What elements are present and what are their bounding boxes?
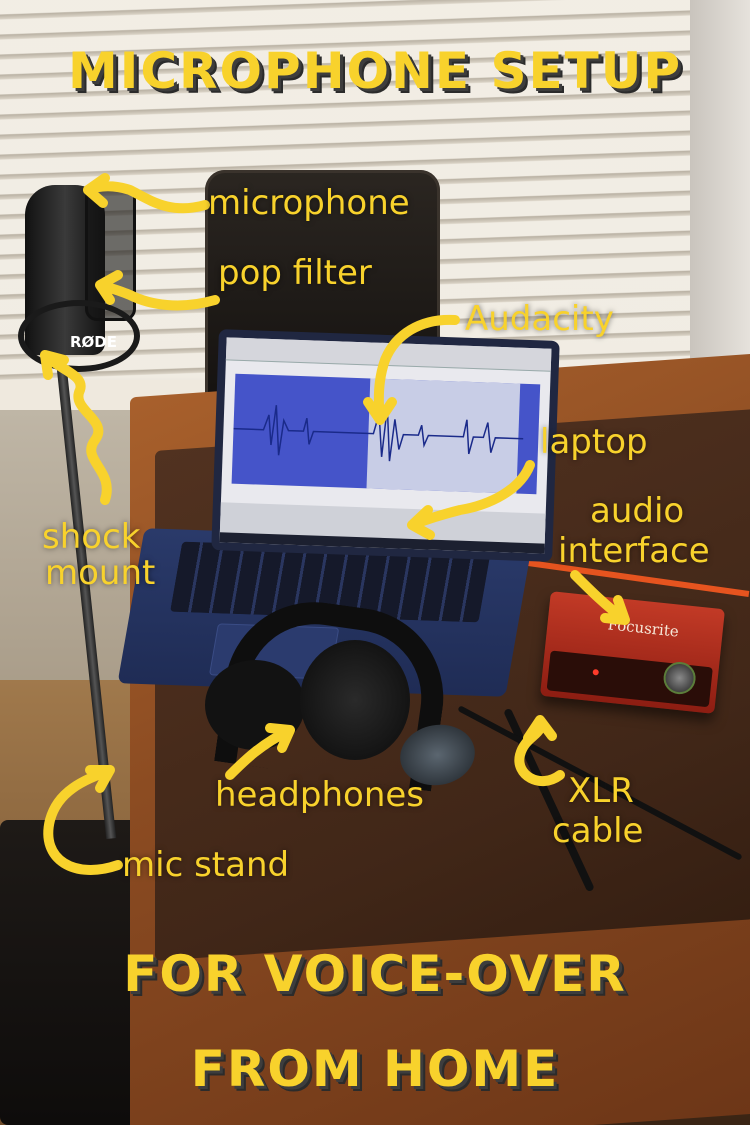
label-audacity: Audacity: [465, 299, 614, 339]
label-microphone: microphone: [208, 183, 410, 223]
arrow-audio-interface: [570, 570, 630, 625]
arrow-laptop: [407, 460, 535, 540]
label-xlr: XLR: [568, 771, 634, 811]
arrow-xlr: [514, 715, 565, 786]
arrow-microphone: [83, 173, 210, 214]
label-pop-filter: pop filter: [218, 253, 372, 293]
arrow-audacity: [363, 314, 460, 425]
label-interface: interface: [558, 531, 710, 571]
mic-brand: RØDE: [70, 333, 117, 351]
label-cable: cable: [552, 811, 644, 851]
label-laptop: laptop: [540, 422, 648, 462]
arrow-pop-filter: [95, 270, 220, 311]
label-mic-stand: mic stand: [122, 845, 290, 885]
arrow-headphones: [225, 723, 295, 780]
audacity-window: [219, 337, 552, 554]
title-line-3: FROM HOME: [190, 1040, 560, 1098]
label-headphones: headphones: [215, 775, 424, 815]
arrow-shock-mount: [40, 350, 112, 505]
wall: [690, 0, 750, 420]
label-audio: audio: [590, 491, 685, 531]
title-line-1: MICROPHONE SETUP: [68, 42, 682, 100]
waveform: [233, 405, 524, 462]
arrow-mic-stand: [43, 765, 123, 875]
title-line-2: FOR VOICE-OVER: [123, 945, 627, 1003]
label-mount: mount: [45, 553, 156, 593]
label-shock: shock: [42, 517, 141, 557]
laptop-screen: [211, 329, 560, 562]
headphones-cup-right: [300, 640, 410, 760]
shock-mount: [18, 300, 140, 372]
